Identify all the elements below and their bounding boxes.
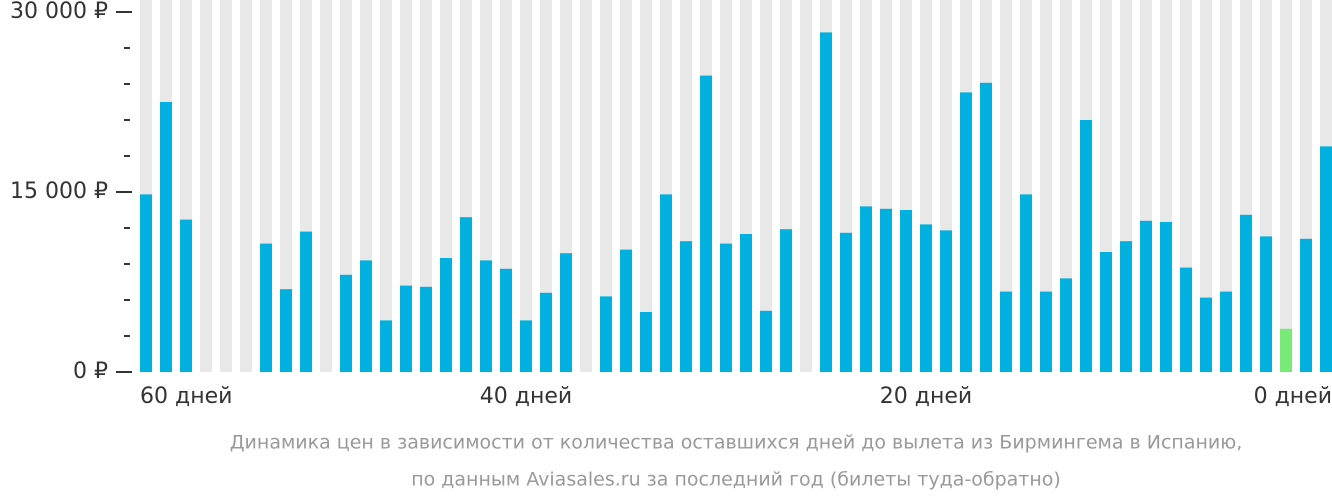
column-bg — [320, 0, 332, 372]
bar — [840, 232, 852, 372]
bar — [780, 229, 792, 372]
column-bg — [600, 0, 612, 372]
bar — [1080, 120, 1092, 372]
bar — [860, 206, 872, 372]
bar — [440, 258, 452, 372]
column-bg — [640, 0, 652, 372]
bar — [1240, 214, 1252, 372]
column-bg — [1000, 0, 1012, 372]
bar — [420, 286, 432, 372]
bar — [940, 230, 952, 372]
bar — [880, 208, 892, 372]
bar — [400, 285, 412, 372]
x-tick-label: 20 дней — [880, 384, 972, 409]
bar — [500, 268, 512, 372]
bar — [720, 243, 732, 372]
bar — [900, 210, 912, 372]
bar — [1020, 194, 1032, 372]
column-bg — [800, 0, 812, 372]
column-bg — [1280, 0, 1292, 372]
bar — [460, 217, 472, 372]
bar — [520, 320, 532, 372]
bar — [180, 219, 192, 372]
column-bg — [240, 0, 252, 372]
bar — [1140, 220, 1152, 372]
bar — [260, 243, 272, 372]
bar — [1040, 291, 1052, 372]
column-bg — [420, 0, 432, 372]
bar — [340, 274, 352, 372]
column-bg — [760, 0, 772, 372]
y-tick-label: 30 000 ₽ — [10, 0, 108, 24]
bar — [920, 224, 932, 372]
bar — [1260, 236, 1272, 372]
bar — [140, 194, 152, 372]
bar — [960, 92, 972, 373]
bar — [660, 194, 672, 372]
bar — [1060, 278, 1072, 372]
bar — [1200, 297, 1212, 372]
bar — [160, 102, 172, 372]
x-tick-label: 60 дней — [140, 384, 232, 409]
column-bg — [540, 0, 552, 372]
bar — [300, 231, 312, 372]
bar — [380, 320, 392, 372]
column-bg — [280, 0, 292, 372]
bar — [1160, 222, 1172, 372]
x-tick-label: 0 дней — [1254, 384, 1332, 409]
bar — [1120, 241, 1132, 372]
bar — [640, 312, 652, 372]
bar — [280, 289, 292, 372]
bar — [360, 260, 372, 372]
bar — [1180, 267, 1192, 372]
column-bg — [580, 0, 592, 372]
bar — [1100, 252, 1112, 372]
bar — [700, 75, 712, 372]
y-tick-label: 0 ₽ — [73, 359, 108, 384]
bar — [1320, 146, 1332, 372]
column-bg — [1200, 0, 1212, 372]
bar — [680, 241, 692, 372]
bar — [620, 249, 632, 372]
bar — [820, 32, 832, 373]
bar — [1280, 328, 1292, 372]
bar — [480, 260, 492, 372]
bar — [540, 292, 552, 372]
y-tick-label: 15 000 ₽ — [10, 179, 108, 204]
bar — [1220, 291, 1232, 372]
bar — [600, 296, 612, 372]
x-tick-label: 40 дней — [480, 384, 572, 409]
bar — [760, 310, 772, 372]
caption: Динамика цен в зависимости от количества… — [230, 432, 1243, 454]
column-bg — [520, 0, 532, 372]
bar — [740, 234, 752, 372]
column-bg — [1040, 0, 1052, 372]
bar — [980, 82, 992, 373]
column-bg — [200, 0, 212, 372]
bar — [1300, 238, 1312, 372]
column-bg — [1220, 0, 1232, 372]
column-bg — [400, 0, 412, 372]
column-bg — [220, 0, 232, 372]
bar — [560, 253, 572, 372]
bar — [1000, 291, 1012, 372]
column-bg — [380, 0, 392, 372]
caption: по данным Aviasales.ru за последний год … — [411, 469, 1061, 491]
